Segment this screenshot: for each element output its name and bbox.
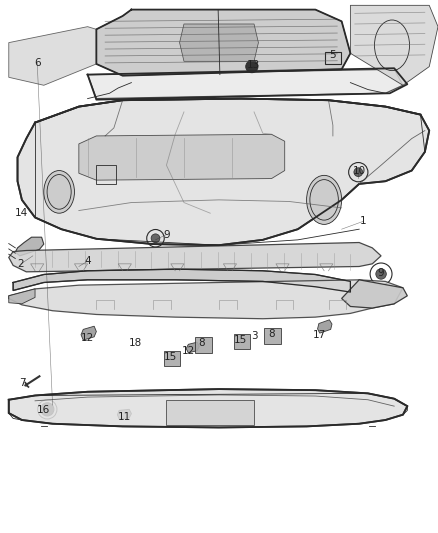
Polygon shape: [18, 99, 429, 245]
Polygon shape: [88, 69, 403, 99]
Polygon shape: [350, 5, 438, 85]
Polygon shape: [9, 389, 407, 427]
Text: 9: 9: [378, 269, 385, 278]
Circle shape: [376, 269, 386, 279]
Text: 12: 12: [81, 334, 94, 343]
Text: 9: 9: [163, 230, 170, 239]
Text: 3: 3: [251, 331, 258, 341]
Text: 8: 8: [198, 338, 205, 348]
Text: 1: 1: [360, 216, 367, 226]
Bar: [166, 400, 254, 425]
Text: 11: 11: [118, 412, 131, 422]
Bar: [325, 52, 341, 63]
Circle shape: [151, 234, 160, 243]
Ellipse shape: [44, 171, 74, 213]
Polygon shape: [13, 269, 350, 292]
Polygon shape: [9, 243, 381, 272]
Text: 15: 15: [164, 352, 177, 361]
Text: 15: 15: [234, 335, 247, 344]
Polygon shape: [9, 280, 403, 319]
Text: 10: 10: [353, 166, 366, 175]
Text: 2: 2: [18, 259, 25, 269]
Circle shape: [354, 168, 363, 176]
Polygon shape: [15, 237, 44, 256]
Polygon shape: [9, 27, 96, 85]
Polygon shape: [186, 342, 199, 353]
Text: 8: 8: [268, 329, 275, 339]
Text: 5: 5: [329, 50, 336, 60]
Ellipse shape: [307, 175, 342, 224]
Circle shape: [41, 403, 54, 416]
Text: 18: 18: [129, 338, 142, 348]
Text: 13: 13: [247, 60, 260, 70]
Polygon shape: [318, 320, 332, 333]
Polygon shape: [342, 280, 407, 308]
Text: 16: 16: [37, 406, 50, 415]
Text: 12: 12: [182, 346, 195, 356]
Polygon shape: [9, 289, 35, 304]
Polygon shape: [180, 24, 258, 61]
Polygon shape: [264, 328, 281, 344]
Polygon shape: [96, 10, 350, 76]
Text: 7: 7: [19, 378, 26, 387]
Polygon shape: [81, 326, 96, 340]
Text: 17: 17: [313, 330, 326, 340]
Bar: [234, 334, 250, 349]
Text: 6: 6: [34, 58, 41, 68]
Circle shape: [246, 60, 258, 73]
Text: 14: 14: [14, 208, 28, 218]
Bar: [164, 351, 180, 366]
Polygon shape: [79, 134, 285, 180]
Polygon shape: [195, 337, 212, 353]
Polygon shape: [117, 409, 131, 419]
Text: 4: 4: [84, 256, 91, 266]
Bar: [96, 165, 116, 184]
